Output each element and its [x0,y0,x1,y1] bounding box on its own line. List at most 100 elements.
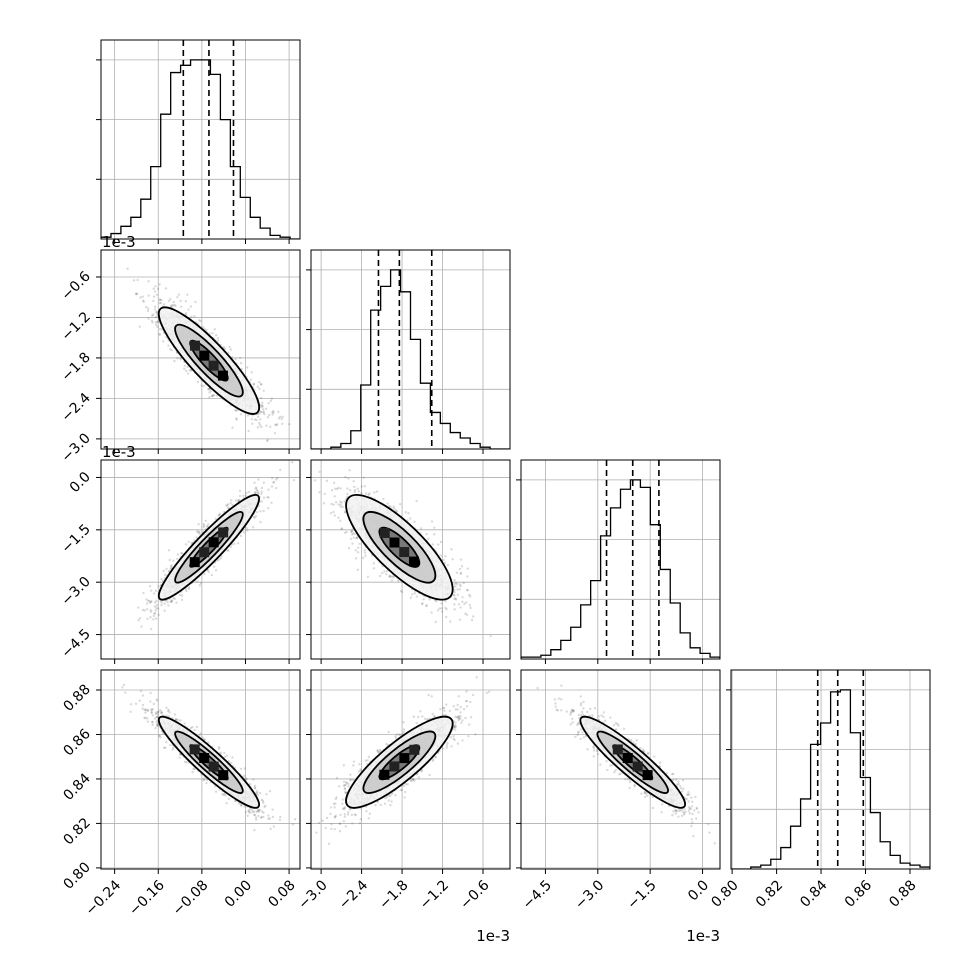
sample-point [160,577,163,581]
sample-point [168,558,171,562]
sample-point [165,567,168,571]
sample-point [254,515,258,518]
sample-point [357,490,360,493]
sample-point [256,385,259,388]
sample-point [154,323,158,327]
sample-point [246,366,249,369]
sample-point [170,599,173,603]
sample-point [230,499,233,502]
sample-point [237,499,241,502]
sample-point [218,513,221,517]
sample-point [141,295,144,298]
sample-point [229,545,233,549]
sample-point [161,340,165,343]
sample-point [169,297,172,301]
sample-point [227,549,230,552]
sample-point [160,601,163,604]
sample-point [409,517,412,520]
sample-point [205,525,209,528]
axes-frame [100,249,301,450]
sample-point [184,312,188,315]
y-tick-label: −2.4 [58,390,93,425]
sample-point [222,346,226,349]
sample-point [422,598,425,601]
sample-point [252,382,255,386]
sample-point [158,333,161,337]
plot-area [137,461,296,631]
sample-point [350,533,354,536]
sample-point [189,305,193,308]
sample-point [252,383,256,386]
sample-point [234,499,238,502]
sample-point [180,598,184,602]
sample-point [345,530,348,534]
sample-point [170,566,173,570]
sample-point [274,423,277,427]
sample-point [212,565,216,568]
sample-point [156,325,159,329]
sample-point [231,426,234,429]
sample-point [262,389,265,392]
sample-point [141,608,145,612]
sample-point [152,299,155,303]
sample-point [163,609,166,612]
sample-point [378,574,382,578]
sample-point [454,597,457,600]
sample-point [280,417,283,421]
sample-point [263,412,266,416]
plot-area [126,267,291,443]
sample-point [330,502,333,506]
sample-point [142,591,145,595]
sample-point [260,490,263,493]
sample-point [262,411,265,414]
sample-point [375,490,379,493]
sample-point [438,607,441,610]
sample-point [388,575,391,578]
sample-point [198,531,201,534]
sample-point [276,476,279,480]
y-tick-label: −1.5 [58,521,93,556]
sample-point [152,614,156,618]
sample-point [421,602,424,605]
sample-point [465,613,469,616]
sample-point [420,602,424,606]
sample-point [215,394,219,397]
sample-point [259,510,262,513]
sample-point [126,267,129,270]
sample-point [362,476,365,479]
sample-point [343,531,347,534]
sample-point [446,563,450,567]
sample-point [234,409,238,413]
sample-point [365,492,368,495]
sample-point [454,581,458,585]
histogram-panel-0 [96,39,301,244]
sample-point [254,491,257,495]
grid [101,40,300,239]
sample-point [152,295,156,298]
sample-point [261,405,264,409]
sample-point [431,543,435,546]
sample-point [156,320,159,323]
sample-point [176,557,179,561]
sample-point [147,307,150,310]
sample-point [238,494,242,498]
scatter-panel-1-0: −3.0−2.4−1.8−1.2−0.61e-3 [58,233,301,466]
sample-point [214,568,218,572]
sample-point [180,594,184,597]
sample-point [398,502,402,506]
sample-point [179,356,182,360]
sample-point [197,530,200,533]
grid [311,250,510,449]
sample-point [445,608,448,611]
sample-point [152,313,155,316]
sample-point [170,304,173,307]
sample-point [167,344,170,347]
sample-point [258,380,261,384]
sample-point [155,599,158,603]
sample-point [354,557,358,560]
sample-point [353,490,356,494]
sample-point [247,490,251,494]
plot-area [313,469,492,638]
sample-point [350,530,354,533]
sample-point [277,410,280,414]
